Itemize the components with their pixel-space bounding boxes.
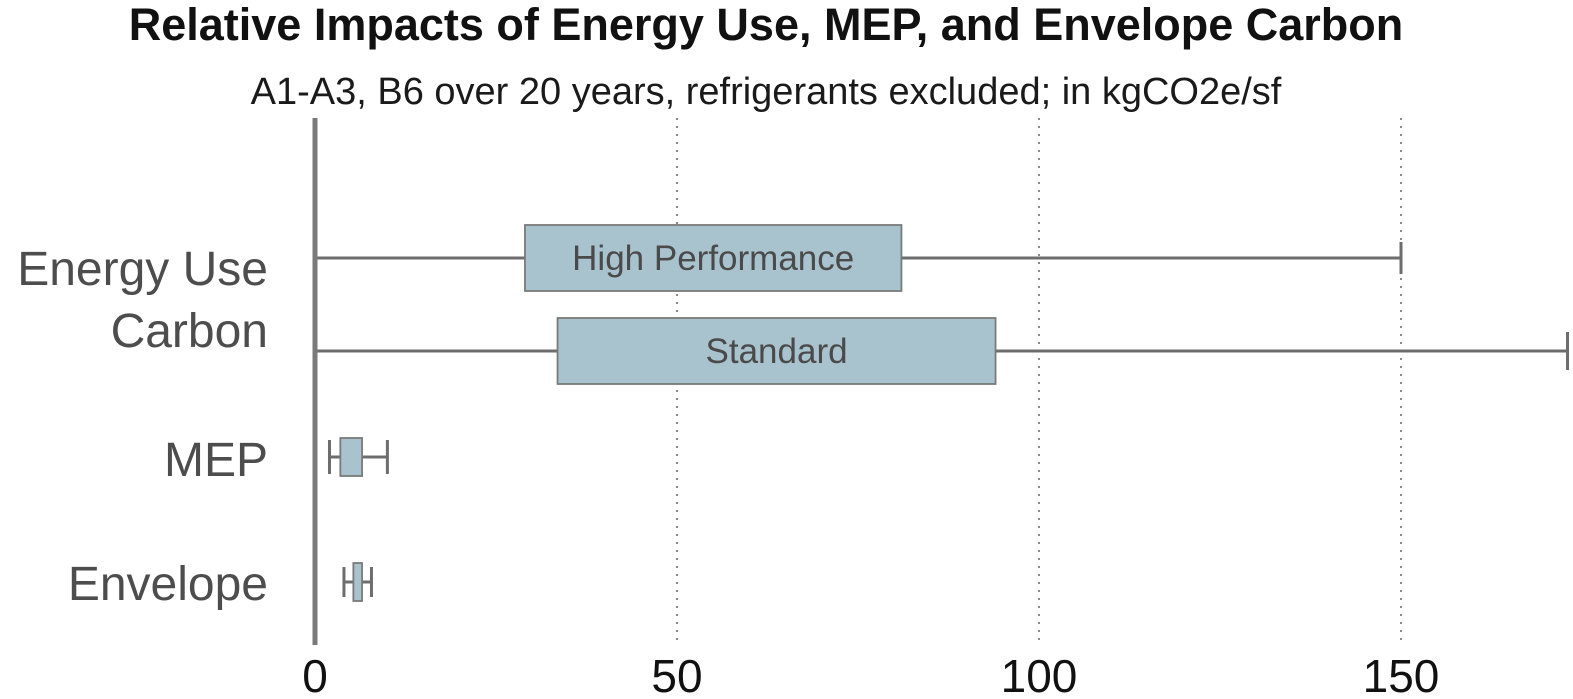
box-standard [556,317,997,385]
x-tick-label-50: 50 [651,650,702,699]
category-label-envelope: Envelope [68,558,268,611]
box-label-standard: Standard [706,332,848,371]
box-plots: High Performance Standard [315,224,1570,602]
x-tick-label-0: 0 [302,650,328,699]
box-series-standard: Standard [315,317,1570,385]
box-high-performance [524,224,903,292]
box-label-high-performance: High Performance [572,239,854,278]
x-tick-label-100: 100 [1001,650,1078,699]
box-series-envelope [342,562,373,602]
category-label-energy-line-1: Energy Use [17,243,268,296]
chart-title: Relative Impacts of Energy Use, MEP, and… [129,0,1404,50]
box-series-high-performance: High Performance [315,224,1403,292]
category-labels: Energy Use Carbon MEP Envelope [17,243,268,611]
x-axis-ticks: 0 50 100 150 [302,650,1439,699]
box-mep [339,437,363,477]
category-label-energy-line-2: Carbon [111,305,268,358]
x-tick-label-150: 150 [1363,650,1440,699]
box-envelope [352,562,363,602]
category-label-mep: MEP [164,434,268,487]
box-series-mep [327,437,389,477]
chart-subtitle: A1-A3, B6 over 20 years, refrigerants ex… [251,71,1282,113]
